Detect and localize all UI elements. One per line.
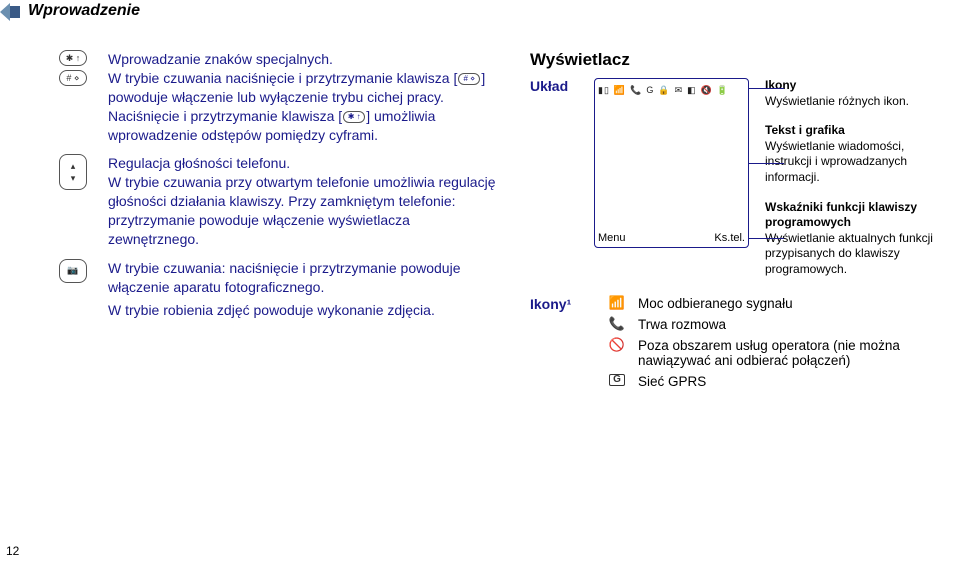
icon-legend: 📶 Moc odbieranego sygnału 📞 Trwa rozmowa…: [606, 296, 950, 389]
call-icon: 📞: [606, 317, 628, 330]
special-chars-body: W trybie czuwania naciśnięcie i przytrzy…: [108, 69, 498, 145]
key-hash-icon: # ⋄: [59, 70, 87, 86]
volume-title: Regulacja głośności telefonu.: [108, 154, 498, 173]
leader-line: [749, 88, 784, 89]
icons-label: Ikony¹: [530, 296, 594, 312]
leader-line: [749, 238, 784, 239]
right-column: Wyświetlacz Układ ▮▯📶📞G🔒✉◧🔇🔋 Menu Ks.tel…: [530, 50, 950, 389]
no-service-desc: Poza obszarem usług operatora (nie można…: [638, 338, 950, 368]
gprs-icon: G: [609, 374, 625, 386]
signal-icon: 📶: [606, 296, 628, 309]
left-column: ✱ ↑ # ⋄ Wprowadzanie znaków specjalnych.…: [38, 50, 498, 330]
note-softkeys: Wskaźniki funkcji klawiszy programowych …: [765, 200, 950, 278]
signal-desc: Moc odbieranego sygnału: [638, 296, 950, 311]
feature-special-chars: ✱ ↑ # ⋄ Wprowadzanie znaków specjalnych.…: [38, 50, 498, 144]
key-volume-icon: ▴▾: [59, 154, 87, 190]
camera-line2: W trybie robienia zdjęć powoduje wykonan…: [108, 301, 498, 320]
display-mockup: ▮▯📶📞G🔒✉◧🔇🔋 Menu Ks.tel.: [594, 78, 749, 248]
page-number: 12: [6, 544, 19, 558]
softkey-left: Menu: [598, 232, 626, 244]
call-desc: Trwa rozmowa: [638, 317, 950, 332]
layout-label: Układ: [530, 78, 582, 278]
display-section-heading: Wyświetlacz: [530, 50, 950, 70]
feature-camera: 📷 W trybie czuwania: naciśnięcie i przyt…: [38, 259, 498, 320]
feature-volume: ▴▾ Regulacja głośności telefonu. W trybi…: [38, 154, 498, 248]
camera-line1: W trybie czuwania: naciśnięcie i przytrz…: [108, 259, 498, 297]
gprs-desc: Sieć GPRS: [638, 374, 950, 389]
page-ornament: [0, 3, 20, 21]
no-service-icon: 🚫: [606, 338, 628, 351]
key-star-icon: ✱ ↑: [59, 50, 87, 66]
inline-star-icon: ✱ ↑: [343, 111, 365, 123]
key-camera-icon: 📷: [59, 259, 87, 283]
volume-body: W trybie czuwania przy otwartym telefoni…: [108, 173, 498, 249]
leader-line: [749, 163, 784, 164]
note-text-graphics: Tekst i grafika Wyświetlanie wiadomości,…: [765, 123, 950, 185]
softkey-right: Ks.tel.: [714, 232, 745, 244]
inline-hash-icon: # ⋄: [458, 73, 480, 85]
statusbar-icons: ▮▯📶📞G🔒✉◧🔇🔋: [598, 83, 745, 97]
page-header: Wprowadzenie: [28, 2, 140, 20]
note-icons: Ikony Wyświetlanie różnych ikon.: [765, 78, 950, 109]
special-chars-title: Wprowadzanie znaków specjalnych.: [108, 50, 498, 69]
